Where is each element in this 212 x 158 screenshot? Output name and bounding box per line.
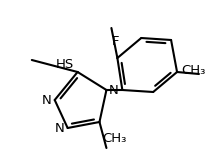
- Text: CH₃: CH₃: [181, 64, 205, 78]
- Text: N: N: [42, 94, 52, 106]
- Text: F: F: [112, 35, 119, 48]
- Text: CH₃: CH₃: [102, 132, 127, 145]
- Text: HS: HS: [55, 58, 74, 70]
- Text: N: N: [108, 83, 118, 97]
- Text: N: N: [55, 122, 65, 134]
